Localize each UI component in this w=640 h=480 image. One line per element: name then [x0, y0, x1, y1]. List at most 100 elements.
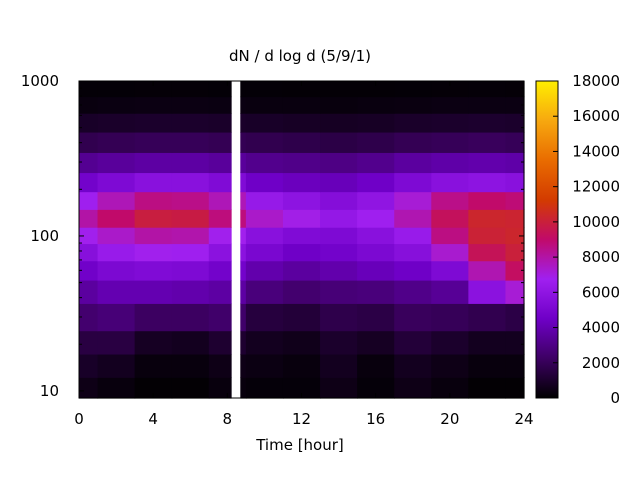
heatmap-cell — [171, 113, 210, 133]
heatmap-cell — [431, 280, 469, 304]
heatmap-cell — [245, 209, 284, 228]
heatmap-cell — [357, 377, 395, 399]
heatmap-cell — [431, 227, 469, 245]
heatmap-cell — [357, 260, 395, 281]
heatmap-cell — [505, 172, 525, 193]
heatmap-cell — [320, 280, 358, 304]
heatmap-cell — [394, 303, 432, 332]
heatmap-cell — [357, 227, 395, 245]
heatmap-cell — [240, 260, 247, 281]
x-tick-label: 16 — [366, 410, 385, 428]
heatmap-cell — [505, 330, 525, 355]
heatmap-cell — [245, 260, 284, 281]
heatmap-cell — [134, 81, 173, 98]
heatmap-cell — [208, 260, 232, 281]
colorbar-tick-label: 16000 — [572, 107, 620, 125]
heatmap-cell — [97, 172, 136, 193]
heatmap-area — [79, 81, 525, 399]
heatmap-cell — [134, 243, 173, 262]
heatmap-cell — [282, 191, 321, 210]
heatmap-cell — [431, 131, 469, 153]
heatmap-cell — [208, 377, 232, 399]
heatmap-cell — [431, 209, 469, 228]
heatmap-cell — [468, 113, 507, 133]
heatmap-cell — [97, 152, 136, 174]
x-tick-label: 8 — [223, 410, 233, 428]
heatmap-cell — [208, 330, 232, 355]
heatmap-cell — [171, 191, 210, 210]
heatmap-cell — [431, 353, 469, 378]
heatmap-cell — [394, 131, 432, 153]
heatmap-cell — [240, 353, 247, 378]
heatmap-cell — [357, 243, 395, 262]
heatmap-cell — [97, 303, 136, 332]
x-tick-label: 24 — [514, 410, 533, 428]
heatmap-cell — [79, 377, 99, 399]
heatmap-cell — [320, 96, 358, 114]
heatmap-cell — [208, 280, 232, 304]
heatmap-cell — [468, 280, 507, 304]
heatmap-cell — [394, 113, 432, 133]
heatmap-cell — [394, 209, 432, 228]
heatmap-cell — [320, 81, 358, 98]
heatmap-cell — [468, 131, 507, 153]
heatmap-cell — [79, 243, 99, 262]
heatmap-cell — [282, 152, 321, 174]
heatmap-cell — [245, 303, 284, 332]
heatmap-cell — [97, 260, 136, 281]
heatmap-cell — [240, 377, 247, 399]
x-tick-label: 0 — [74, 410, 84, 428]
heatmap-cell — [134, 377, 173, 399]
heatmap-cell — [79, 353, 99, 378]
heatmap-cell — [245, 353, 284, 378]
colorbar-tick-label: 18000 — [572, 72, 620, 90]
heatmap-cell — [208, 227, 232, 245]
heatmap-cell — [357, 131, 395, 153]
heatmap-cell — [282, 353, 321, 378]
heatmap-cell — [134, 191, 173, 210]
colorbar-tick-label: 4000 — [582, 319, 620, 337]
heatmap-cell — [245, 172, 284, 193]
heatmap-cell — [240, 303, 247, 332]
colorbar-tick-label: 10000 — [572, 213, 620, 231]
heatmap-cell — [282, 113, 321, 133]
heatmap-cell — [97, 243, 136, 262]
heatmap-cell — [79, 131, 99, 153]
heatmap-cell — [394, 96, 432, 114]
x-tick-label: 4 — [148, 410, 158, 428]
y-tick-label: 10 — [40, 382, 59, 400]
heatmap-cell — [468, 260, 507, 281]
heatmap-cell — [240, 152, 247, 174]
heatmap-cell — [97, 113, 136, 133]
heatmap-cell — [171, 131, 210, 153]
heatmap-cell — [240, 227, 247, 245]
heatmap-cell — [134, 172, 173, 193]
heatmap-cell — [320, 243, 358, 262]
colorbar-axis: 0 2000 4000 6000 8000 10000 12000 14000 16000 180… — [553, 72, 620, 407]
heatmap-cell — [134, 209, 173, 228]
heatmap-cell — [240, 113, 247, 133]
heatmap-cell — [394, 330, 432, 355]
x-axis-label: Time [hour] — [255, 436, 344, 454]
heatmap-cell — [171, 353, 210, 378]
heatmap-cell — [320, 377, 358, 399]
heatmap-cell — [245, 113, 284, 133]
heatmap-cell — [505, 260, 525, 281]
heatmap-cell — [320, 113, 358, 133]
heatmap-cell — [171, 81, 210, 98]
heatmap-cell — [208, 152, 232, 174]
heatmap-cell — [468, 96, 507, 114]
heatmap-cell — [97, 81, 136, 98]
heatmap-cell — [357, 81, 395, 98]
heatmap-cell — [468, 227, 507, 245]
heatmap-cell — [245, 377, 284, 399]
heatmap-cell — [431, 377, 469, 399]
heatmap-cell — [431, 243, 469, 262]
heatmap-cell — [282, 131, 321, 153]
heatmap-cell — [240, 209, 247, 228]
heatmap-cell — [97, 131, 136, 153]
heatmap-cell — [394, 260, 432, 281]
heatmap-cell — [240, 172, 247, 193]
colorbar-tick-label: 8000 — [582, 248, 620, 266]
heatmap-cell — [282, 280, 321, 304]
